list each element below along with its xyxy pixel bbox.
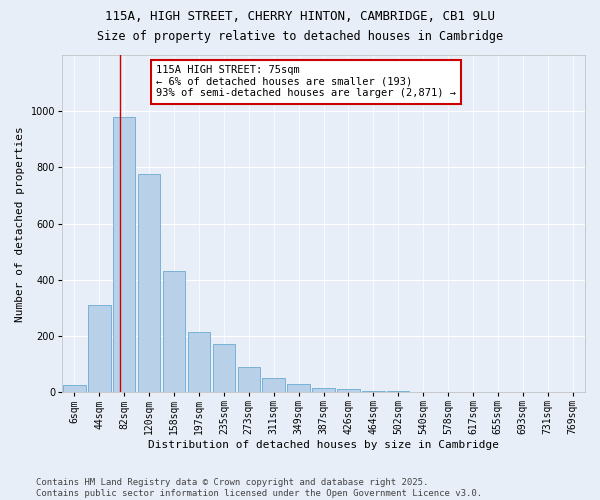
Bar [113, 117, 136, 392]
Text: Size of property relative to detached houses in Cambridge: Size of property relative to detached ho… [97, 30, 503, 43]
Bar [88, 305, 110, 392]
Bar [138, 174, 160, 392]
Bar [337, 390, 359, 392]
Bar [238, 367, 260, 392]
Bar [63, 385, 86, 392]
Bar [212, 344, 235, 392]
Bar [362, 391, 385, 392]
X-axis label: Distribution of detached houses by size in Cambridge: Distribution of detached houses by size … [148, 440, 499, 450]
Text: 115A, HIGH STREET, CHERRY HINTON, CAMBRIDGE, CB1 9LU: 115A, HIGH STREET, CHERRY HINTON, CAMBRI… [105, 10, 495, 23]
Bar [312, 388, 335, 392]
Text: Contains HM Land Registry data © Crown copyright and database right 2025.
Contai: Contains HM Land Registry data © Crown c… [36, 478, 482, 498]
Bar [287, 384, 310, 392]
Y-axis label: Number of detached properties: Number of detached properties [15, 126, 25, 322]
Text: 115A HIGH STREET: 75sqm
← 6% of detached houses are smaller (193)
93% of semi-de: 115A HIGH STREET: 75sqm ← 6% of detached… [156, 65, 456, 98]
Bar [262, 378, 285, 392]
Bar [163, 272, 185, 392]
Bar [188, 332, 210, 392]
